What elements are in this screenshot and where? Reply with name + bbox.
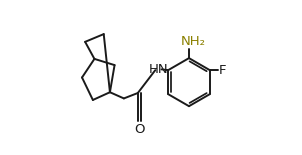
Text: F: F bbox=[219, 64, 226, 77]
Text: O: O bbox=[134, 123, 144, 136]
Text: HN: HN bbox=[148, 63, 168, 76]
Text: NH₂: NH₂ bbox=[180, 35, 205, 48]
